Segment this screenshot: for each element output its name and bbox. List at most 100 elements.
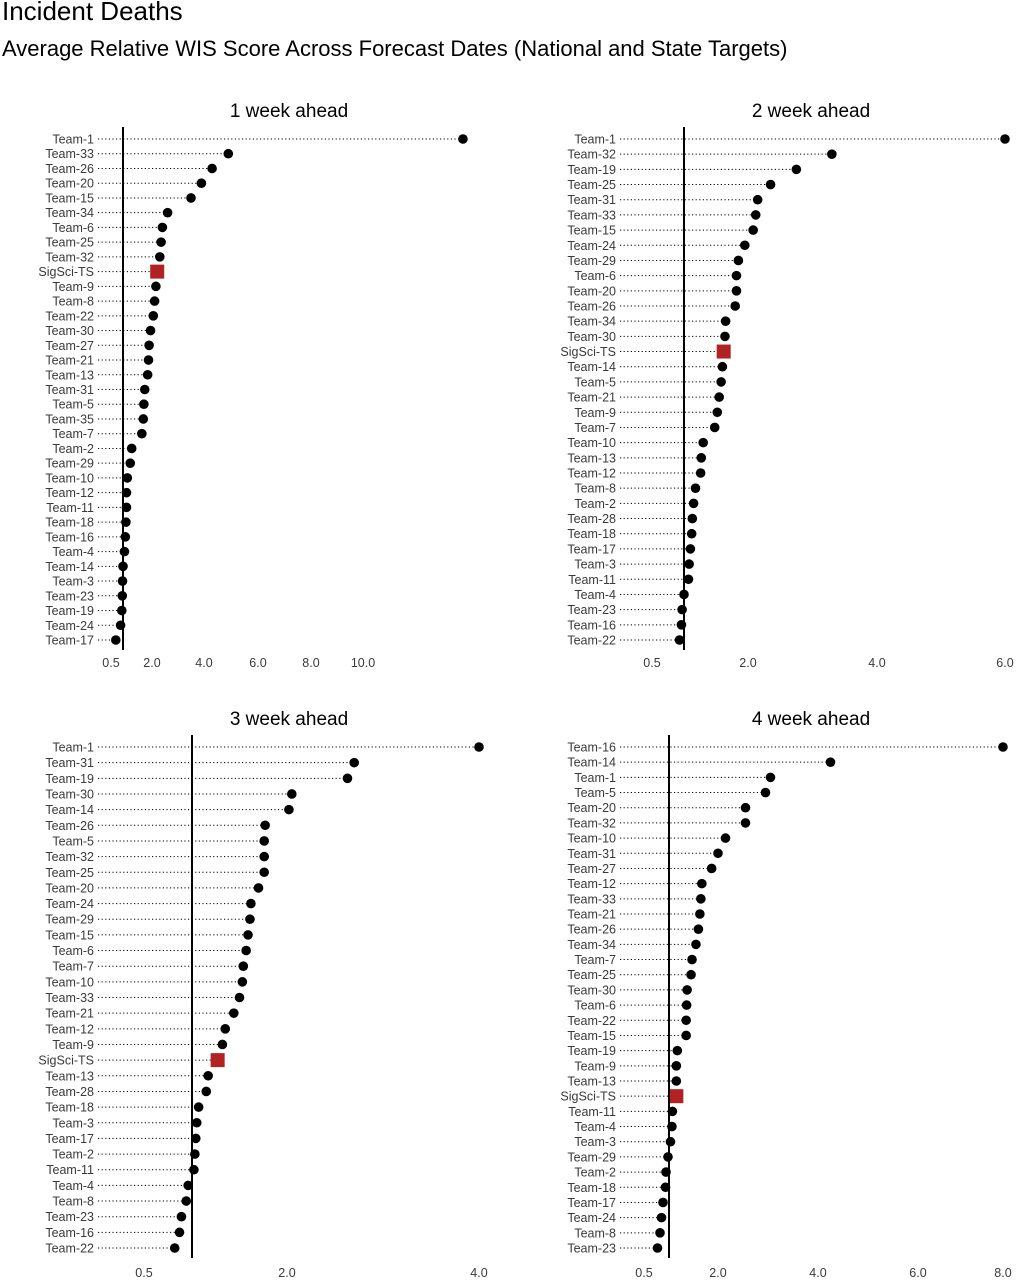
category-label: Team-11 [46, 1163, 94, 1177]
category-label: Team-21 [567, 908, 616, 922]
category-label: Team-31 [45, 756, 94, 770]
category-label: Team-22 [567, 1014, 616, 1028]
category-label: Team-33 [567, 892, 616, 906]
category-label: Team-14 [567, 756, 616, 770]
category-label: Team-32 [45, 850, 94, 864]
category-label: Team-13 [567, 1075, 616, 1089]
category-label: Team-31 [567, 193, 616, 207]
category-label: Team-33 [45, 147, 94, 161]
data-point [342, 773, 353, 784]
data-point [731, 286, 742, 296]
category-label: Team-13 [45, 368, 94, 382]
category-label: Team-1 [52, 133, 94, 147]
highlight-square [716, 344, 731, 359]
data-point [712, 407, 723, 418]
data-point [220, 1024, 231, 1034]
category-label: Team-25 [567, 968, 616, 982]
category-label: Team-28 [45, 1085, 94, 1099]
highlight-square [210, 1053, 225, 1068]
category-label: Team-17 [45, 1132, 94, 1146]
category-label: Team-6 [52, 221, 94, 235]
data-point [144, 340, 154, 351]
data-point [709, 422, 720, 433]
data-point [687, 513, 698, 524]
category-label: Team-16 [567, 618, 616, 632]
category-label: Team-26 [45, 819, 94, 833]
data-point [259, 836, 270, 846]
x-tick-label: 0.5 [102, 656, 119, 670]
data-point [148, 311, 159, 321]
category-label: Team-21 [567, 391, 616, 405]
data-point [688, 498, 699, 509]
data-point [720, 833, 731, 843]
data-point [681, 1030, 691, 1041]
data-point [174, 1227, 185, 1238]
category-label: Team-24 [45, 619, 94, 633]
category-label: Team-12 [567, 877, 616, 891]
x-tick-label: 6.0 [249, 656, 266, 670]
data-point [245, 914, 255, 925]
category-label: Team-12 [567, 467, 616, 481]
x-tick-label: 8.0 [302, 656, 319, 670]
data-point [121, 487, 132, 498]
data-point [474, 742, 484, 752]
category-label: Team-25 [45, 866, 94, 880]
data-point [191, 1117, 202, 1128]
panel-title: 1 week ahead [230, 101, 348, 122]
data-point [827, 149, 837, 159]
data-point [687, 954, 697, 965]
data-point [196, 178, 207, 189]
category-label: Team-15 [45, 928, 94, 942]
data-point [143, 355, 154, 365]
category-label: SigSci-TS [560, 1090, 616, 1104]
category-label: Team-24 [45, 897, 94, 911]
data-point [259, 867, 270, 878]
data-point [677, 604, 687, 615]
data-point [697, 878, 707, 889]
category-label: Team-19 [45, 604, 94, 618]
data-point [207, 163, 217, 174]
data-point [684, 559, 694, 569]
data-point [658, 1197, 668, 1208]
category-label: Team-6 [574, 269, 616, 283]
category-label: SigSci-TS [38, 265, 94, 279]
category-label: Team-32 [567, 148, 616, 162]
data-point [137, 428, 147, 439]
data-point [750, 210, 761, 220]
data-point [720, 331, 730, 342]
x-tick-label: 4.0 [809, 1266, 826, 1280]
x-tick-label: 6.0 [996, 656, 1013, 670]
category-label: Team-26 [45, 162, 94, 176]
data-point [238, 961, 249, 971]
category-label: Team-7 [574, 953, 616, 967]
category-label: Team-24 [567, 239, 616, 253]
category-label: Team-6 [52, 944, 94, 958]
category-label: Team-11 [568, 573, 616, 587]
data-point [683, 574, 694, 585]
category-label: Team-12 [45, 486, 94, 500]
data-point [260, 820, 270, 831]
data-point [259, 851, 270, 862]
category-label: Team-20 [567, 284, 616, 298]
category-label: SigSci-TS [560, 345, 616, 359]
data-point [181, 1196, 192, 1206]
category-label: Team-22 [567, 634, 616, 648]
data-point [287, 789, 297, 799]
x-tick-label: 2.0 [143, 656, 160, 670]
category-label: Team-27 [567, 862, 616, 876]
category-label: Team-15 [567, 1029, 616, 1043]
data-point [765, 772, 776, 783]
data-point [740, 818, 751, 828]
data-point [189, 1164, 199, 1175]
category-label: Team-31 [567, 847, 616, 861]
data-point [690, 483, 701, 493]
data-point [183, 1180, 193, 1191]
data-point [111, 635, 121, 645]
data-point [696, 453, 707, 463]
chart-title: Incident Deaths [2, 0, 183, 26]
category-label: Team-9 [52, 1038, 94, 1052]
data-point [349, 757, 360, 768]
category-label: Team-33 [567, 208, 616, 222]
category-label: Team-5 [574, 786, 616, 800]
data-point [825, 757, 836, 767]
